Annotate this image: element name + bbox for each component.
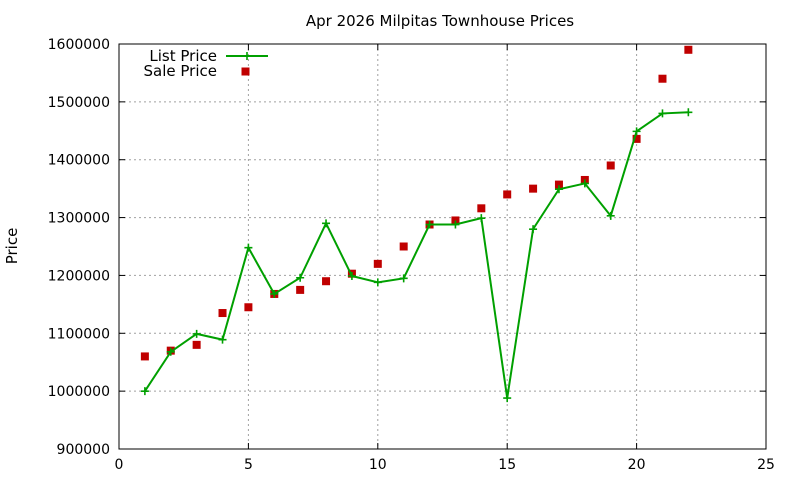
chart-title: Apr 2026 Milpitas Townhouse Prices [306,12,574,30]
sale-price-point [192,340,201,349]
list-price-point [270,289,279,298]
sale-price-point [322,277,331,286]
list-price-line [144,111,689,399]
list-price-point [244,243,253,252]
y-tick-label: 1500000 [48,95,110,111]
list-price-point [554,185,563,194]
sale-price-point [451,216,460,225]
y-axis-title: Price [3,228,21,265]
plot-series [140,45,693,403]
sale-price-point [477,204,486,213]
x-tick-label: 15 [498,457,516,473]
list-price-point [373,278,382,287]
sale-price-point [218,309,227,318]
sale-price-point [554,180,563,189]
list-price-point [503,394,512,403]
sale-price-point [632,134,641,143]
list-price-point [399,274,408,283]
sale-price-point [399,242,408,251]
list-price-point [347,272,356,281]
x-tick-label: 20 [628,457,646,473]
x-tick-label: 5 [244,457,253,473]
list-price-point [166,347,175,356]
list-price-point [140,387,149,396]
y-tick-label: 1400000 [48,153,110,169]
sale-price-point [140,352,149,361]
axis-ticks: 0 5 10 15 20 25 900000 1000000 1100000 1200000 130… [48,37,775,473]
list-price-point [477,214,486,223]
y-tick-label: 1100000 [48,326,110,342]
grid-lines [119,44,766,449]
legend-marker-list-price [243,52,251,60]
sale-price-point [606,161,615,170]
x-tick-label: 0 [115,457,124,473]
sale-price-point [244,303,253,312]
y-tick-label: 900000 [57,442,110,458]
legend-marker-sale-price [241,67,250,76]
legend-label-list-price: List Price [149,47,217,65]
list-price-point [529,225,538,234]
y-tick-label: 1000000 [48,384,110,400]
legend: List Price Sale Price [144,47,268,80]
plot-frame [118,43,767,450]
x-tick-label: 10 [369,457,387,473]
sale-price-point [658,74,667,83]
list-price-point [425,220,434,229]
x-tick-label: 25 [757,457,775,473]
y-tick-label: 1600000 [48,37,110,53]
list-price-point [218,335,227,344]
y-tick-label: 1200000 [48,268,110,284]
list-price-point [632,127,641,136]
list-price-point [580,179,589,188]
sale-price-point [684,45,693,54]
list-price-point [192,329,201,338]
list-price-point [451,220,460,229]
legend-label-sale-price: Sale Price [144,62,217,80]
sale-price-point [529,184,538,193]
sale-price-point [296,285,305,294]
list-price-point [606,211,615,220]
list-price-point [684,108,693,117]
list-price-point [296,273,305,282]
sale-price-point [503,190,512,199]
sale-price-point [373,259,382,268]
list-price-point [658,109,667,118]
y-tick-label: 1300000 [48,211,110,227]
list-price-point [322,219,331,228]
